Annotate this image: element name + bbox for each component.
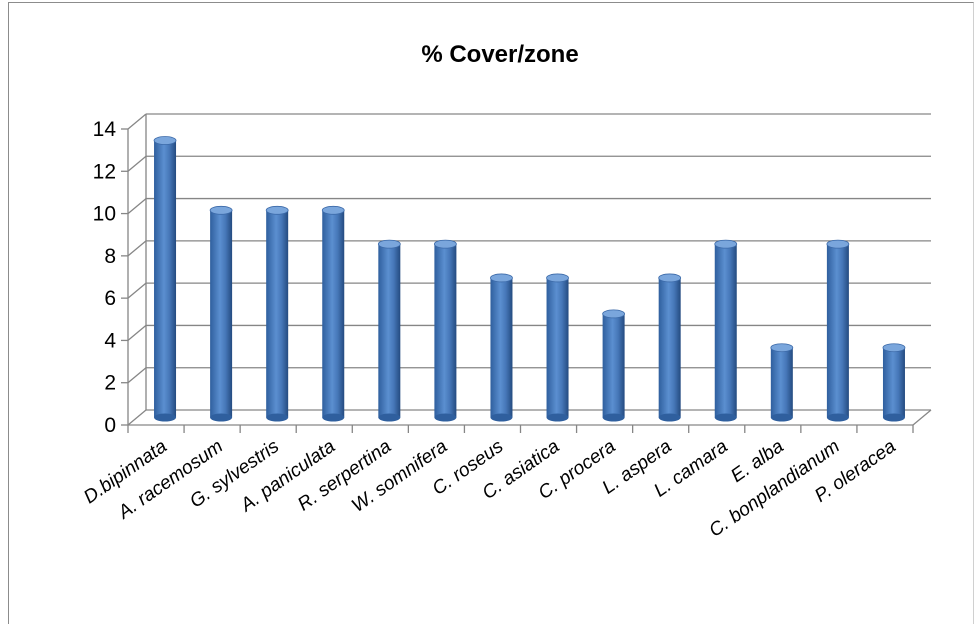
y-tick-label: 2: [104, 372, 116, 395]
bar-body: [378, 244, 401, 418]
gridline-side: [127, 282, 147, 299]
bar: [658, 273, 682, 422]
gridline-side: [127, 113, 147, 130]
bar-top: [490, 273, 513, 283]
bar: [714, 239, 738, 422]
bar-top: [321, 205, 345, 215]
grid-layer: [127, 113, 931, 426]
bar-base: [770, 413, 793, 422]
floor-right-edge: [912, 409, 932, 426]
y-tick-label: 14: [93, 118, 117, 141]
bar-base: [490, 413, 513, 422]
bar-top: [882, 343, 906, 353]
bar-base: [322, 413, 345, 422]
bar: [321, 205, 345, 422]
bar-top: [209, 205, 233, 215]
gridline-side: [127, 324, 147, 341]
bar-top: [377, 239, 401, 249]
bar-base: [546, 413, 569, 422]
bar-body: [490, 277, 513, 418]
bar-body: [434, 244, 457, 418]
bar-base: [266, 413, 289, 422]
bar-body: [602, 313, 625, 418]
bar: [490, 273, 513, 422]
x-category-label: A. paniculata: [236, 436, 339, 517]
bar-body: [266, 210, 289, 418]
bar-base: [602, 413, 625, 422]
bar: [602, 309, 626, 422]
bar-top: [826, 239, 850, 249]
bar-top: [433, 239, 457, 249]
bar: [153, 136, 177, 422]
bar-base: [154, 413, 177, 422]
bar-base: [714, 413, 737, 422]
bar-body: [882, 347, 905, 418]
y-tick-label: 8: [104, 245, 116, 268]
bar: [265, 205, 289, 422]
y-tick-label: 12: [93, 160, 116, 183]
gridline-side: [127, 240, 147, 257]
y-tick-label: 10: [93, 203, 116, 226]
bar: [882, 343, 906, 422]
chart-title: % Cover/zone: [421, 41, 578, 68]
bar-body: [322, 210, 345, 418]
bar: [209, 205, 233, 422]
gridline-side: [127, 409, 147, 426]
gridline-side: [127, 367, 147, 384]
bar-top: [153, 136, 177, 145]
y-tick-label: 4: [104, 329, 116, 352]
bar-top: [602, 309, 626, 319]
y-tick-label: 6: [104, 287, 116, 310]
bar-body: [546, 277, 569, 418]
bar-body: [826, 244, 849, 418]
bar: [826, 239, 850, 422]
bar-base: [378, 413, 401, 422]
gridline-side: [127, 198, 147, 215]
bar-body: [714, 244, 737, 418]
bar-body: [154, 140, 177, 418]
bar-body: [658, 277, 681, 418]
bar: [433, 239, 457, 422]
axis-layer: 0 2 4 6 8 10 12 14: [93, 118, 932, 437]
bar-body: [210, 210, 233, 418]
bar: [377, 239, 401, 422]
y-tick-label: 0: [104, 414, 116, 437]
bar-base: [882, 413, 905, 422]
bar-base: [826, 413, 849, 422]
chart-frame: [8, 2, 974, 624]
bar-base: [210, 413, 233, 422]
bar-top: [265, 205, 289, 215]
gridline-side: [127, 155, 147, 172]
bar-base: [658, 413, 681, 422]
bar-base: [434, 413, 457, 422]
bar-top: [658, 273, 682, 283]
bar-top: [546, 273, 569, 283]
bar-body: [770, 347, 793, 418]
bar-top: [714, 239, 738, 249]
bars-layer: [153, 136, 906, 422]
bar: [546, 273, 569, 422]
bar-top: [770, 343, 794, 353]
bar: [770, 343, 794, 422]
